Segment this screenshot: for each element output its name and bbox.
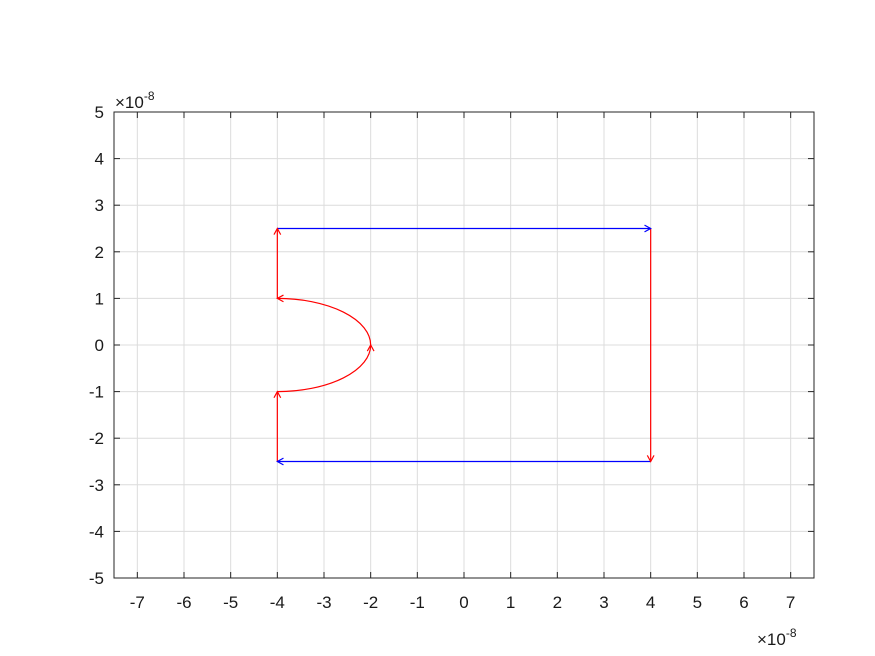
- x-tick-label: 4: [646, 593, 655, 612]
- x-tick-label: -3: [316, 593, 331, 612]
- x-axis-multiplier: ×10-8: [757, 626, 797, 649]
- x-tick-label: -7: [130, 593, 145, 612]
- y-tick-label: 4: [95, 150, 104, 169]
- x-ticks: -7 -6 -5 -4 -3 -2 -1 0 1 2 3 4 5 6 7: [130, 112, 795, 612]
- y-tick-label: 5: [95, 103, 104, 122]
- arrowhead-1: [276, 294, 284, 303]
- arrow-layer: [273, 224, 655, 466]
- plot-area: -7 -6 -5 -4 -3 -2 -1 0 1 2 3 4 5 6 7 -5 -4 -3 -2 -1 0 1 2 3 4 5: [89, 103, 815, 612]
- x-tick-label: 3: [599, 593, 608, 612]
- x-tick-label: 5: [693, 593, 702, 612]
- x-multiplier-exponent: -8: [786, 626, 797, 640]
- x-tick-label: 1: [506, 593, 515, 612]
- arrowhead-6: [276, 457, 284, 466]
- x-tick-label: -2: [363, 593, 378, 612]
- y-tick-label: -5: [89, 569, 104, 588]
- arrowhead-2: [366, 343, 375, 352]
- y-tick-label: -3: [89, 476, 104, 495]
- x-tick-label: 6: [739, 593, 748, 612]
- y-tick-label: -4: [89, 522, 104, 541]
- y-tick-label: 2: [95, 243, 104, 262]
- arrowhead-3: [273, 390, 282, 399]
- y-multiplier-exponent: -8: [144, 89, 155, 103]
- x-tick-label: 2: [553, 593, 562, 612]
- arrowhead-0: [273, 227, 282, 235]
- x-tick-label: 7: [786, 593, 795, 612]
- arrowhead-5: [646, 455, 655, 463]
- y-axis-multiplier: ×10-8: [115, 89, 155, 112]
- x-tick-label: -6: [176, 593, 191, 612]
- x-multiplier-base: ×10: [757, 630, 786, 649]
- x-tick-label: -5: [223, 593, 238, 612]
- y-tick-label: 0: [95, 336, 104, 355]
- x-tick-label: 0: [459, 593, 468, 612]
- y-tick-label: -2: [89, 429, 104, 448]
- y-tick-label: 3: [95, 196, 104, 215]
- y-multiplier-base: ×10: [115, 93, 144, 112]
- y-tick-label: -1: [89, 383, 104, 402]
- y-ticks: -5 -4 -3 -2 -1 0 1 2 3 4 5: [89, 103, 814, 588]
- x-tick-label: -4: [270, 593, 285, 612]
- x-tick-label: -1: [410, 593, 425, 612]
- y-tick-label: 1: [95, 289, 104, 308]
- arrowhead-4: [644, 224, 652, 233]
